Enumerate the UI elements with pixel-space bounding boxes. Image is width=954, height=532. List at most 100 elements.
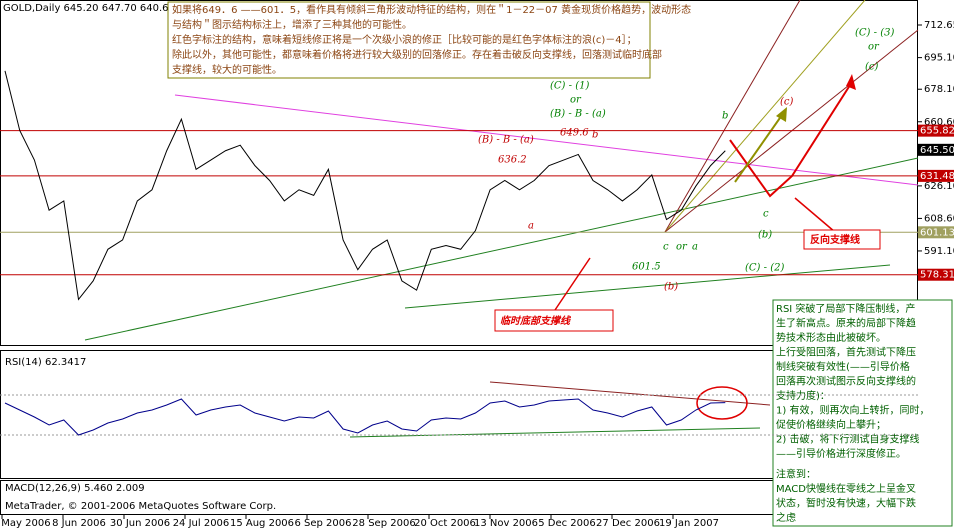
price-line [4, 398, 726, 436]
wave-label: a [528, 221, 534, 232]
note-text: RSI 突破了局部下降压制线，产生了新高点。原来的局部下降趋势技术形态由此被破坏… [776, 302, 929, 524]
note-box [772, 299, 953, 527]
wave-label: (B) - B - (a) [550, 109, 606, 120]
callout: 反向支撑线 [810, 233, 860, 246]
rsi-title: RSI(14) 62.3417 [5, 357, 86, 368]
note-text: 如果将649．6 ——601．5，看作具有倾斜三角形波动特征的结构，则在＂1－2… [172, 3, 691, 76]
note-line: 支撑线，较大的可能性。 [172, 63, 282, 76]
note-line: 注意到： [776, 468, 816, 481]
y-tick-label: 591.10 [924, 246, 954, 257]
note-box [167, 1, 651, 79]
wave-label: (c) [865, 62, 879, 73]
x-tick-label: 19 Jan 2007 [659, 518, 719, 529]
rsi-trendline [349, 427, 761, 438]
header: GOLD,Daily 645.20 647.70 640.60 645.50 [3, 3, 213, 14]
x-tick-label: 30 Jun 2006 [110, 518, 170, 529]
trendline [404, 264, 891, 309]
price-line [4, 70, 726, 301]
wave-label: c [663, 242, 669, 253]
x-tick-label: 5 Dec 2006 [538, 518, 596, 529]
trendline [664, 0, 866, 233]
wave-label: or [868, 42, 880, 53]
note-line: 除此以外，其他可能性，都意味着价格将进行较大级别的回落修正。存在着击破反向支撑线… [172, 48, 662, 61]
x-tick-label: 27 Dec 2006 [596, 518, 660, 529]
x-tick-label: 24 Jul 2006 [173, 518, 230, 529]
arrowhead [846, 74, 856, 90]
note-line: 回落再次测试图示反向支撑线的 [776, 375, 916, 388]
labels: (C) - (3) or (c) (C) - (1) or (B) - B - … [478, 28, 894, 332]
callout-box [494, 309, 614, 332]
note-line: 势技术形态由此被破坏。 [776, 331, 886, 344]
note-line: 红色字标注的结构，意味着短线修正将是一个次级小浪的修正［比较可能的是红色字体标注… [172, 33, 637, 46]
note-line: 2) 击破，将下行测试自身支撑线 [776, 433, 919, 446]
wave-label: (C) - (2) [745, 263, 784, 274]
y-tick-label: 712.65 [924, 20, 954, 31]
note-line: 支持力度)： [776, 389, 830, 402]
arrowhead [776, 107, 787, 122]
x-tick-label: 13 Nov 2006 [474, 518, 538, 529]
wave-label: or [676, 242, 688, 253]
y-tick-label: 695.10 [924, 53, 954, 64]
note-line: 状态，暂时没有快速，大幅下跌 [776, 497, 916, 510]
x-tick-label: 15 Aug 2006 [230, 518, 294, 529]
wave-label: c [763, 209, 769, 220]
y-tick-label: 660.60 [924, 117, 954, 128]
note-line: 制线突破有效性(——引导价格 [776, 360, 910, 373]
highlight [696, 386, 748, 420]
price-box [918, 143, 954, 156]
wave-label: b [722, 111, 728, 122]
wave-label: 636.2 [498, 155, 527, 166]
note-line: ——引导价格进行深度修正。 [776, 447, 906, 460]
x-tick-label: 20 Oct 2006 [414, 518, 476, 529]
wave-label: 649.6 [560, 128, 589, 139]
level-box [918, 124, 954, 137]
level-label: 655.82 [920, 126, 954, 137]
x-tick-label: 8 Jun 2006 [52, 518, 106, 529]
wave-label: (b) [664, 282, 678, 293]
rsi-trendline [489, 381, 771, 406]
y-tick-label: 608.60 [924, 213, 954, 224]
note-line: 促使价格继续向上攀升； [776, 418, 886, 431]
callout: 临时底部支撑线 [500, 315, 572, 327]
arrow [734, 114, 783, 183]
level-box [918, 268, 954, 281]
wave-label: (b) [758, 230, 772, 241]
note-line: 如果将649．6 ——601．5，看作具有倾斜三角形波动特征的结构，则在＂1－2… [172, 3, 691, 16]
note-line: 上行受阻回落，首先测试下降压 [776, 346, 916, 359]
level-label: 578.31 [920, 270, 954, 281]
level-box [918, 226, 954, 239]
wave-label: 601.5 [632, 262, 661, 273]
price-label: 645.50 [920, 145, 954, 156]
note-line: 之虑 [776, 511, 796, 524]
pointer [554, 257, 591, 311]
y-tick-label: 678.10 [924, 84, 954, 95]
callout-box [803, 229, 881, 250]
wave-label: (c) [780, 97, 794, 108]
x-tick-label: 28 Sep 2006 [352, 518, 415, 529]
trendline [664, 0, 801, 233]
pointer [794, 197, 836, 233]
wave-label: b [592, 130, 598, 141]
wave-label: or [570, 95, 582, 106]
price-pane [0, 0, 918, 346]
wave-label: (C) - (3) [855, 28, 894, 39]
trendlines [0, 0, 919, 438]
note-line: 与结构＂图示结构标注上，增添了三种其他的可能性。 [172, 18, 412, 31]
level-label: 631.48 [920, 171, 954, 182]
x-tick-label: 6 Sep 2006 [294, 518, 351, 529]
wave-label: a [692, 242, 698, 253]
footer: MetaTrader, © 2001-2006 MetaQuotes Softw… [5, 501, 276, 512]
arrow [729, 81, 853, 198]
note-line: 1) 有效，则再次向上转折，同时， [776, 404, 929, 417]
level-box [918, 169, 954, 182]
wave-label: (B) - B - (a) [478, 135, 534, 146]
y-tick-label: 626.10 [924, 181, 954, 192]
wave-label: (C) - (1) [550, 81, 589, 92]
note-line: MACD快慢线在零线之上呈金叉 [776, 482, 916, 495]
macd-title: MACD(12,26,9) 5.460 2.009 [5, 483, 145, 494]
note-line: 生了新高点。原来的局部下降趋 [776, 317, 916, 330]
note-line: RSI 突破了局部下降压制线，产 [776, 302, 915, 315]
trendline [174, 94, 919, 186]
level-label: 601.13 [920, 227, 954, 238]
